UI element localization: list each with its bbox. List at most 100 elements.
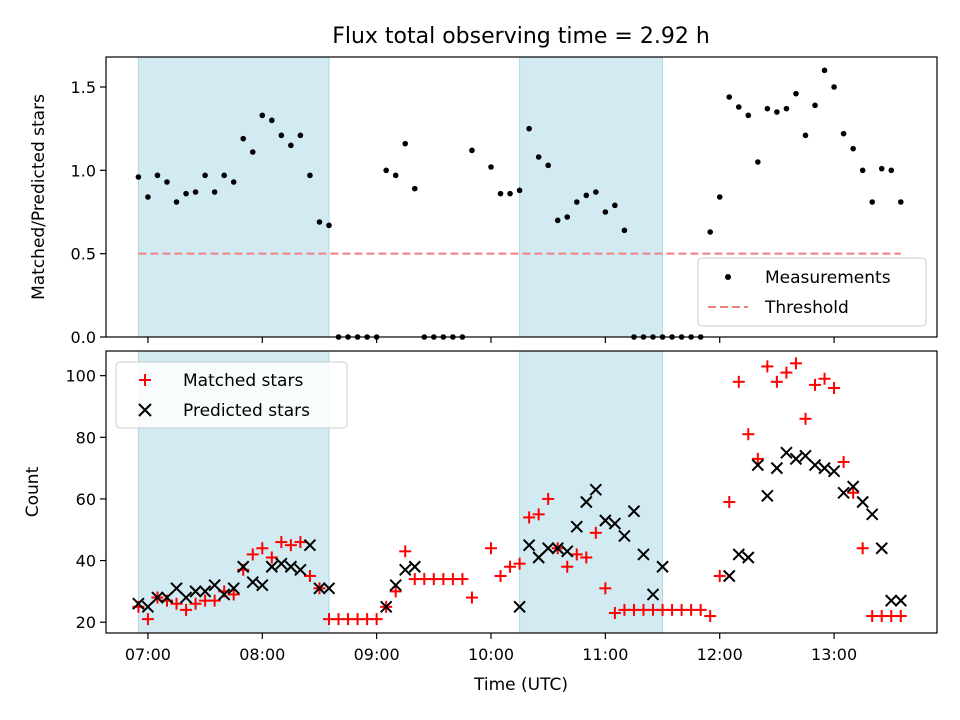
bottom-legend-box bbox=[115, 361, 348, 429]
predicted-star-point bbox=[561, 545, 574, 558]
measurement-point bbox=[745, 112, 752, 119]
observing-window-2 bbox=[519, 350, 664, 634]
top-observing-windows bbox=[137, 56, 664, 338]
predicted-star-point bbox=[599, 514, 612, 527]
predicted-star-point bbox=[303, 538, 317, 552]
matched-star-point bbox=[704, 610, 717, 623]
top-x-ticks bbox=[147, 337, 835, 343]
predicted-star-point bbox=[541, 542, 555, 555]
matched-star-point bbox=[818, 372, 831, 385]
y-tick-label: 1.0 bbox=[71, 161, 96, 180]
measurement-point bbox=[469, 147, 475, 154]
measurement-point bbox=[850, 145, 856, 152]
measurement-point bbox=[288, 142, 294, 149]
y-tick-label: 40 bbox=[76, 552, 96, 571]
matched-star-point bbox=[570, 548, 583, 561]
measurement-point bbox=[211, 189, 218, 195]
measurement-point bbox=[269, 117, 275, 124]
measurement-point bbox=[897, 199, 904, 205]
matched-star-point bbox=[523, 511, 536, 524]
measurement-point bbox=[383, 167, 389, 174]
measurement-point bbox=[888, 167, 895, 174]
measurement-point bbox=[516, 187, 523, 194]
matched-star-point bbox=[389, 585, 402, 598]
predicted-star-point bbox=[570, 520, 583, 533]
matched-star-point bbox=[599, 582, 612, 595]
measurement-point bbox=[526, 125, 532, 132]
measurement-point bbox=[707, 229, 713, 235]
predicted-star-point bbox=[846, 480, 860, 493]
measurement-point bbox=[145, 194, 151, 200]
matched-star-point bbox=[265, 551, 278, 564]
measurement-point bbox=[221, 172, 227, 179]
predicted-star-point bbox=[294, 563, 307, 577]
predicted-star-point bbox=[875, 542, 888, 555]
predicted-star-point bbox=[265, 560, 279, 573]
matched-star-point bbox=[246, 548, 259, 561]
matched-star-point bbox=[141, 613, 154, 626]
measurement-point bbox=[726, 94, 733, 100]
predicted-star-point bbox=[608, 517, 622, 530]
measurement-point bbox=[154, 172, 161, 179]
predicted-star-point bbox=[322, 582, 336, 595]
top-axes-frame bbox=[105, 56, 938, 338]
matched-star-point bbox=[723, 496, 736, 509]
predicted-star-point bbox=[751, 458, 765, 472]
measurement-point bbox=[488, 164, 494, 170]
legend-matched-marker bbox=[139, 374, 151, 386]
y-tick-label: 0.5 bbox=[71, 245, 96, 264]
predicted-star-point bbox=[894, 594, 907, 607]
measurement-point bbox=[259, 112, 266, 119]
measurement-point bbox=[583, 192, 590, 199]
x-tick-label: 13:00 bbox=[811, 645, 857, 664]
predicted-star-point bbox=[275, 557, 288, 570]
predicted-star-point bbox=[780, 446, 793, 459]
x-tick-label: 10:00 bbox=[468, 645, 514, 664]
top-legend: Measurements Threshold bbox=[697, 257, 927, 327]
matched-star-point bbox=[761, 360, 774, 373]
measurement-point bbox=[316, 219, 323, 225]
matched-star-point bbox=[847, 486, 860, 499]
predicted-star-point bbox=[532, 551, 545, 564]
predicted-star-point bbox=[885, 594, 898, 607]
matched-star-point bbox=[789, 357, 802, 370]
measurement-point bbox=[764, 105, 771, 112]
predicted-star-point bbox=[408, 560, 421, 573]
measurement-point bbox=[621, 227, 628, 234]
bottom-y-ticks: 20 40 60 80 100 bbox=[65, 367, 106, 632]
bottom-legend: Matched stars Predicted stars bbox=[115, 361, 348, 429]
measurement-point bbox=[774, 109, 780, 115]
y-tick-label: 0.0 bbox=[71, 328, 96, 347]
predicted-star-point bbox=[513, 600, 526, 614]
measurement-point bbox=[230, 179, 237, 185]
predicted-star-point bbox=[637, 548, 650, 561]
measurement-point bbox=[402, 140, 409, 147]
bottom-y-axis-label: Count bbox=[23, 466, 43, 517]
predicted-star-point bbox=[656, 560, 669, 573]
matched-star-point bbox=[170, 597, 183, 610]
measurement-point bbox=[278, 132, 285, 139]
predicted-star-point bbox=[742, 551, 755, 564]
predicted-star-point bbox=[151, 591, 164, 604]
matched-star-point bbox=[256, 542, 269, 555]
predicted-star-point bbox=[618, 529, 631, 543]
matched-star-point bbox=[542, 492, 555, 505]
measurement-point bbox=[593, 189, 599, 195]
predicted-star-point bbox=[723, 569, 736, 583]
matched-star-point bbox=[561, 560, 574, 573]
matched-star-point bbox=[275, 536, 288, 549]
matched-star-point bbox=[494, 569, 507, 582]
measurement-point bbox=[326, 222, 332, 229]
matched-star-point bbox=[732, 375, 745, 388]
predicted-star-point bbox=[256, 579, 269, 592]
matched-star-point bbox=[742, 428, 755, 441]
predicted-star-point bbox=[627, 505, 641, 518]
matched-star-point bbox=[713, 569, 726, 582]
measurement-point bbox=[812, 102, 818, 109]
measurement-point bbox=[135, 174, 142, 180]
matched-star-point bbox=[799, 412, 812, 425]
matched-star-point bbox=[208, 594, 221, 607]
measurement-point bbox=[802, 132, 809, 139]
predicted-star-point bbox=[237, 560, 250, 573]
y-tick-label: 100 bbox=[65, 367, 96, 386]
